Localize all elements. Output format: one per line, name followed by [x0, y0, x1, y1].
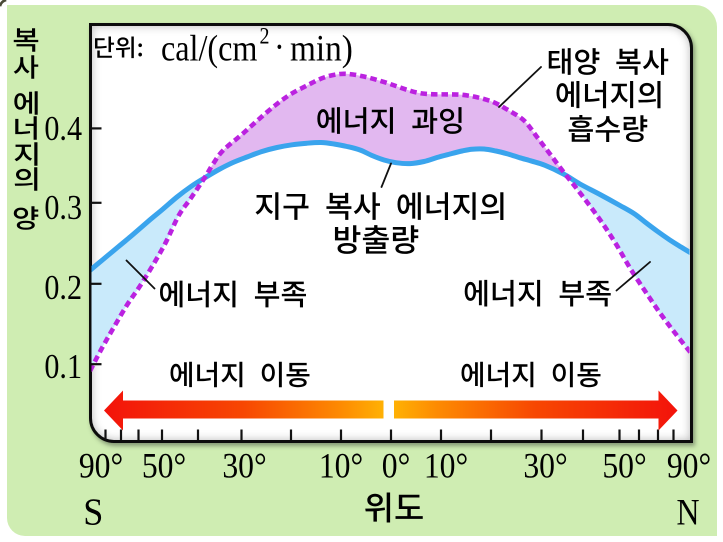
svg-text:50°: 50° [142, 447, 186, 486]
svg-text:min): min) [290, 28, 353, 69]
svg-text:90°: 90° [79, 447, 123, 486]
svg-text:cal/(cm: cal/(cm [161, 28, 257, 69]
svg-text:S: S [83, 492, 103, 534]
svg-text:0°: 0° [382, 447, 410, 486]
svg-text:10°: 10° [424, 447, 468, 486]
svg-text:10°: 10° [319, 447, 363, 486]
svg-text:90°: 90° [667, 447, 711, 486]
svg-text:50°: 50° [602, 447, 646, 486]
svg-text:0.2: 0.2 [44, 269, 82, 308]
svg-text:·: · [274, 27, 285, 68]
svg-text:0.3: 0.3 [44, 189, 82, 228]
svg-text:2: 2 [260, 23, 270, 49]
svg-text:N: N [677, 492, 700, 533]
svg-text:30°: 30° [222, 447, 266, 486]
svg-text:0.1: 0.1 [44, 348, 82, 387]
svg-text:30°: 30° [523, 447, 567, 486]
svg-text:0.4: 0.4 [44, 110, 82, 149]
